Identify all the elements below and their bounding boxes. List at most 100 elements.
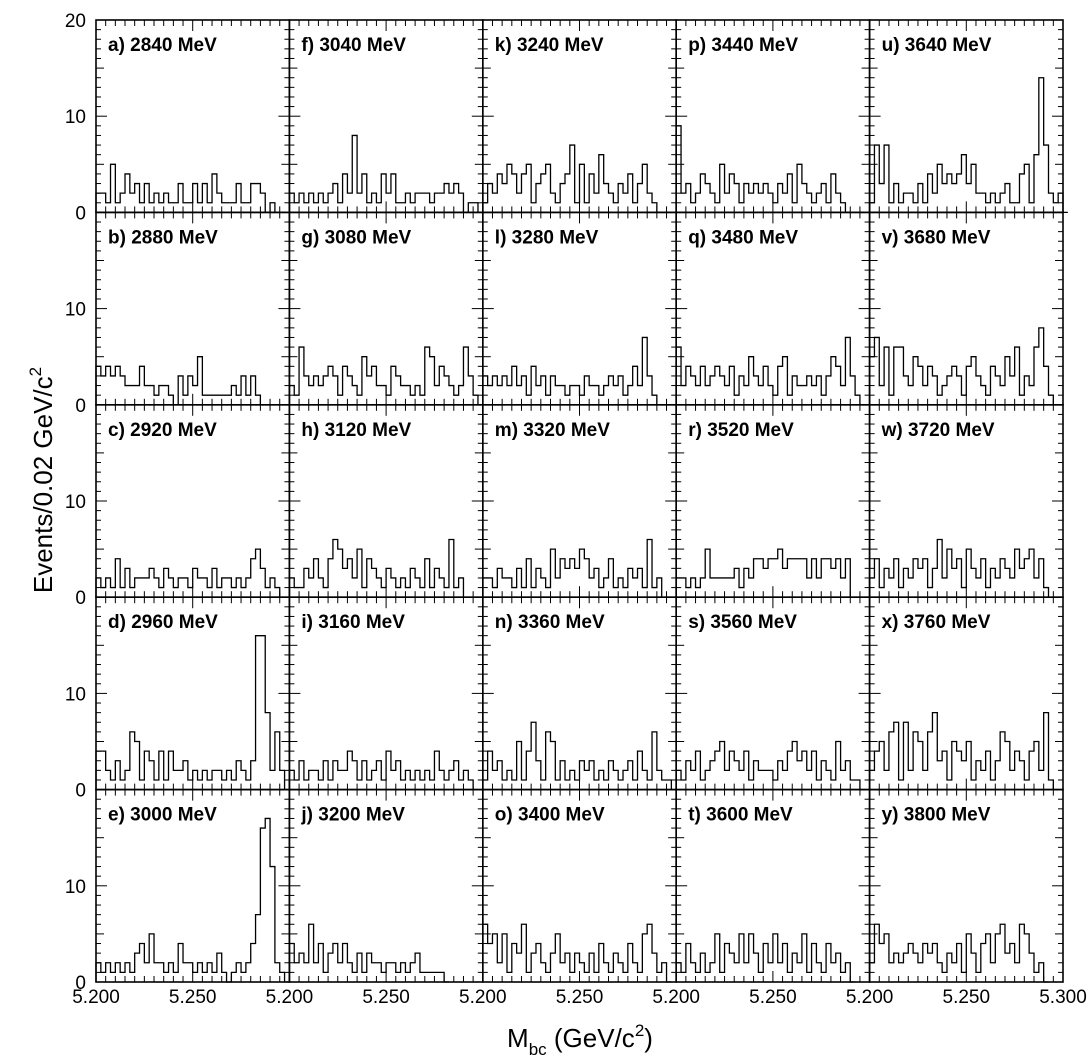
- panel-label-h: h) 3120 MeV: [301, 420, 411, 441]
- panel-label-r: r) 3520 MeV: [688, 420, 794, 441]
- histogram-l: [482, 336, 662, 406]
- panel-label-i: i) 3160 MeV: [301, 612, 405, 633]
- histogram-c: [95, 548, 285, 598]
- panel-o: o) 3400 MeV: [481, 788, 677, 983]
- panel-s: s) 3560 MeV: [675, 596, 871, 791]
- panel-j: j) 3200 MeV: [288, 788, 484, 983]
- panel-p: p) 3440 MeV: [675, 19, 871, 214]
- panel-r: r) 3520 MeV: [675, 403, 871, 598]
- x-tick-label: 5.200: [652, 987, 700, 1008]
- panel-i: i) 3160 MeV: [288, 596, 484, 791]
- panel-label-x: x) 3760 MeV: [882, 612, 991, 633]
- x-tick-label: 5.250: [169, 987, 217, 1008]
- y-tick-label: 10: [65, 492, 86, 513]
- y-tick-label: 0: [75, 781, 86, 802]
- panel-f: f) 3040 MeV: [288, 19, 484, 214]
- panel-label-n: n) 3360 MeV: [495, 612, 605, 633]
- panel-e: e) 3000 MeV: [95, 788, 291, 983]
- x-axis-title-main: M: [507, 1023, 529, 1053]
- x-axis-title-unit-suffix: ): [644, 1023, 653, 1053]
- panel-label-f: f) 3040 MeV: [301, 35, 406, 56]
- panel-m: m) 3320 MeV: [481, 403, 677, 598]
- x-tick-label: 5.250: [749, 987, 797, 1008]
- y-tick-label: 20: [65, 11, 86, 32]
- y-tick-label: 0: [75, 588, 86, 609]
- y-tick-label: 10: [65, 107, 86, 128]
- x-axis-title-subscript: bc: [529, 1040, 547, 1059]
- histogram-w: [868, 538, 1054, 598]
- panel-label-l: l) 3280 MeV: [495, 227, 599, 248]
- y-tick-label: 0: [75, 203, 86, 224]
- panel-a: a) 2840 MeV: [95, 19, 291, 214]
- panel-x: x) 3760 MeV: [868, 596, 1064, 791]
- y-axis-title-text: Events/0.02 GeV/c: [28, 376, 58, 593]
- panel-label-q: q) 3480 MeV: [688, 227, 798, 248]
- x-axis-title-unit-prefix: (GeV/c: [547, 1023, 635, 1053]
- panel-g: g) 3080 MeV: [288, 211, 484, 406]
- y-tick-label: 10: [65, 877, 86, 898]
- histogram-e: [95, 817, 290, 983]
- histogram-b: [95, 356, 271, 406]
- histogram-h: [288, 538, 469, 598]
- panel-q: q) 3480 MeV: [675, 211, 871, 406]
- panel-v: v) 3680 MeV: [868, 211, 1064, 406]
- panel-label-y: y) 3800 MeV: [882, 805, 991, 826]
- panel-t: t) 3600 MeV: [675, 788, 871, 983]
- panel-label-j: j) 3200 MeV: [300, 805, 405, 826]
- histogram-v: [868, 327, 1059, 406]
- x-tick-label: 5.200: [459, 987, 507, 1008]
- x-tick-label: 5.300: [1039, 987, 1087, 1008]
- x-tick-label: 5.200: [72, 987, 120, 1008]
- histogram-u: [868, 77, 1068, 214]
- panel-c: c) 2920 MeV: [95, 403, 291, 598]
- panel-label-o: o) 3400 MeV: [495, 805, 605, 826]
- panel-label-m: m) 3320 MeV: [495, 420, 610, 441]
- panel-h: h) 3120 MeV: [288, 403, 484, 598]
- x-axis-title-unit-superscript: 2: [635, 1021, 644, 1040]
- histogram-x: [868, 711, 1059, 791]
- panel-d: d) 2960 MeV: [95, 596, 291, 791]
- panel-label-b: b) 2880 MeV: [108, 227, 218, 248]
- panel-n: n) 3360 MeV: [481, 596, 677, 791]
- panel-label-u: u) 3640 MeV: [882, 35, 992, 56]
- histogram-p: [675, 125, 851, 214]
- histogram-q: [675, 336, 865, 406]
- histogram-g: [288, 346, 483, 406]
- y-tick-label: 10: [65, 684, 86, 705]
- y-axis-title-superscript: 2: [26, 367, 45, 376]
- panel-label-k: k) 3240 MeV: [495, 35, 604, 56]
- histogram-i: [288, 750, 478, 791]
- histogram-y: [868, 923, 1049, 983]
- x-tick-label: 5.200: [846, 987, 894, 1008]
- x-axis-title: Mbc (GeV/c2): [507, 1021, 653, 1059]
- y-axis-title: Events/0.02 GeV/c2: [26, 367, 58, 593]
- panel-label-t: t) 3600 MeV: [688, 805, 793, 826]
- panels-layer: a) 2840 MeV b) 2880 MeV c) 2920 MeV d) 2960…: [95, 19, 1068, 983]
- panel-b: b) 2880 MeV: [95, 211, 291, 406]
- histogram-f: [288, 134, 483, 214]
- y-tick-label: 0: [75, 973, 86, 994]
- panel-u: u) 3640 MeV: [868, 19, 1068, 214]
- histogram-j: [288, 923, 449, 983]
- panel-label-w: w) 3720 MeV: [881, 420, 995, 441]
- histogram-s: [675, 740, 865, 791]
- panel-l: l) 3280 MeV: [481, 211, 677, 406]
- panel-k: k) 3240 MeV: [481, 19, 677, 214]
- panel-label-v: v) 3680 MeV: [882, 227, 991, 248]
- panel-label-g: g) 3080 MeV: [301, 227, 411, 248]
- panel-w: w) 3720 MeV: [868, 403, 1064, 598]
- histogram-k: [482, 144, 662, 214]
- panel-label-p: p) 3440 MeV: [688, 35, 798, 56]
- histogram-o: [482, 923, 672, 983]
- histogram-m: [482, 538, 667, 598]
- x-tick-label: 5.250: [556, 987, 604, 1008]
- histogram-a: [95, 163, 276, 214]
- histogram-t: [675, 933, 856, 983]
- panel-label-c: c) 2920 MeV: [108, 420, 217, 441]
- panel-label-a: a) 2840 MeV: [108, 35, 217, 56]
- x-tick-label: 5.250: [943, 987, 991, 1008]
- histogram-n: [482, 721, 677, 791]
- x-tick-label: 5.250: [362, 987, 410, 1008]
- panel-label-e: e) 3000 MeV: [108, 805, 217, 826]
